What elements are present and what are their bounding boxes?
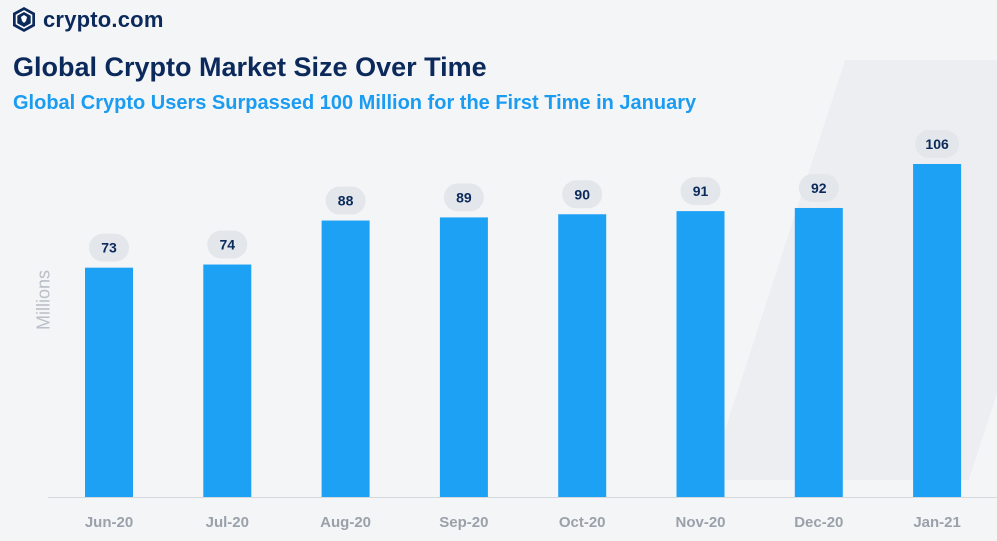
data-label: 90 — [574, 186, 590, 202]
x-tick-label: Oct-20 — [559, 514, 606, 531]
chart-subtitle: Global Crypto Users Surpassed 100 Millio… — [13, 92, 697, 114]
value-badge — [325, 186, 366, 215]
data-label: 73 — [101, 240, 117, 256]
data-label: 106 — [925, 136, 949, 152]
value-badge — [443, 183, 484, 212]
x-tick-label: Nov-20 — [675, 514, 725, 531]
value-badge — [207, 230, 248, 259]
data-label: 88 — [338, 193, 354, 209]
x-tick-label: Dec-20 — [794, 514, 843, 531]
x-tick-label: Jul-20 — [206, 514, 249, 531]
x-tick-label: Jun-20 — [85, 514, 133, 531]
bar-sep-20 — [439, 217, 488, 498]
bars-group: 73 Jun-20 74 Jul-20 88 Aug-20 89 Sep-20 90 Oct-20… — [85, 130, 962, 531]
bar-jun-20 — [85, 267, 133, 497]
bar-jan-21 — [913, 164, 962, 497]
chart-title: Global Crypto Market Size Over Time — [13, 52, 487, 82]
x-tick-label: Jan-21 — [913, 514, 961, 531]
brand-name: crypto.com — [43, 6, 164, 32]
value-badge — [915, 130, 960, 158]
value-badge — [562, 180, 603, 209]
x-tick-label: Sep-20 — [439, 514, 488, 531]
x-tick-label: Aug-20 — [320, 514, 371, 531]
bar-aug-20 — [321, 220, 370, 497]
brand-logo[interactable]: crypto.com — [12, 6, 164, 33]
value-badge — [89, 233, 129, 262]
bar-nov-20 — [676, 211, 725, 498]
data-label: 89 — [456, 189, 472, 205]
value-badge — [798, 173, 839, 202]
bar-jul-20 — [203, 264, 252, 497]
bar-oct-20 — [558, 214, 607, 497]
value-badge — [680, 177, 721, 206]
data-label: 91 — [693, 183, 709, 199]
bar-dec-20 — [794, 207, 843, 497]
crypto-com-lion-shield-icon — [13, 7, 35, 32]
data-label: 74 — [220, 237, 236, 253]
data-label: 92 — [811, 180, 827, 196]
